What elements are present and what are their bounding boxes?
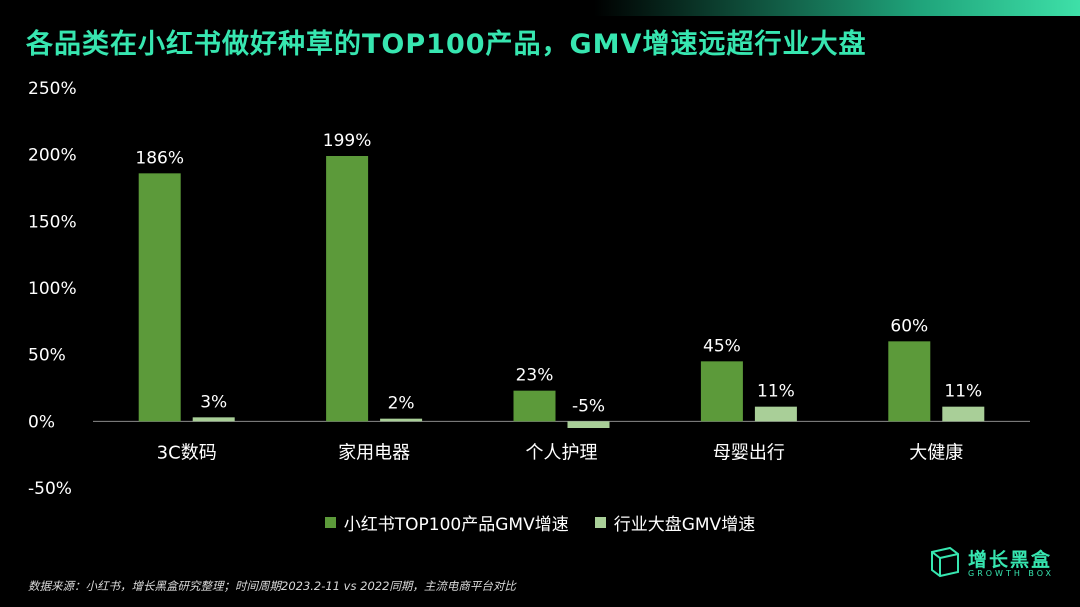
data-label: -5%	[572, 396, 605, 416]
legend-swatch-series-1	[324, 517, 336, 528]
bar-series-2	[567, 421, 610, 428]
legend-swatch-series-2	[594, 517, 606, 528]
y-tick-label: 100%	[28, 279, 77, 299]
data-label: 3%	[200, 392, 227, 412]
y-tick-label: -50%	[28, 479, 72, 499]
bar-series-1	[888, 341, 931, 422]
x-category-label: 母婴出行	[713, 442, 785, 463]
bar-series-1	[700, 361, 743, 422]
y-tick-label: 150%	[28, 212, 77, 232]
bar-series-1	[138, 173, 181, 422]
page-title: 各品类在小红书做好种草的TOP100产品，GMV增速远超行业大盘	[26, 29, 867, 60]
x-category-label: 家用电器	[338, 442, 410, 463]
bar-series-2	[942, 406, 985, 422]
data-label: 186%	[135, 148, 184, 168]
chart-legend: 小红书TOP100产品GMV增速 行业大盘GMV增速	[0, 510, 1080, 535]
data-label: 11%	[757, 382, 795, 402]
logo-name: 增长黑盒	[968, 549, 1053, 571]
data-label: 23%	[516, 366, 554, 386]
legend-label-series-1: 小红书TOP100产品GMV增速	[343, 515, 569, 535]
data-label: 45%	[703, 336, 741, 356]
x-category-label: 3C数码	[157, 442, 217, 463]
y-tick-label: 250%	[28, 79, 77, 99]
logo-subtitle: GROWTH BOX	[968, 569, 1055, 578]
data-source-note: 数据来源：小红书，增长黑盒研究整理；时间周期2023.2-11 vs 2022同…	[28, 579, 516, 593]
legend-item-series-2: 行业大盘GMV增速	[594, 510, 756, 535]
x-category-label: 个人护理	[526, 442, 598, 463]
bar-series-2	[754, 406, 797, 422]
y-tick-label: 50%	[28, 346, 66, 366]
cube-logo-icon	[931, 546, 959, 578]
growth-box-logo: 增长黑盒 GROWTH BOX	[928, 545, 1058, 579]
y-tick-label: 0%	[28, 412, 55, 432]
legend-item-series-1: 小红书TOP100产品GMV增速	[324, 510, 569, 535]
data-label: 11%	[944, 382, 982, 402]
bar-series-2	[380, 418, 423, 422]
y-tick-label: 200%	[28, 146, 77, 166]
data-label: 199%	[323, 131, 372, 151]
bar-series-1	[326, 156, 369, 422]
top-accent-bar	[0, 0, 1080, 16]
data-label: 60%	[890, 316, 928, 336]
data-label: 2%	[388, 394, 415, 414]
legend-label-series-2: 行业大盘GMV增速	[613, 515, 756, 535]
bar-series-1	[513, 390, 556, 422]
bar-series-2	[192, 417, 235, 422]
x-category-label: 大健康	[909, 442, 963, 463]
